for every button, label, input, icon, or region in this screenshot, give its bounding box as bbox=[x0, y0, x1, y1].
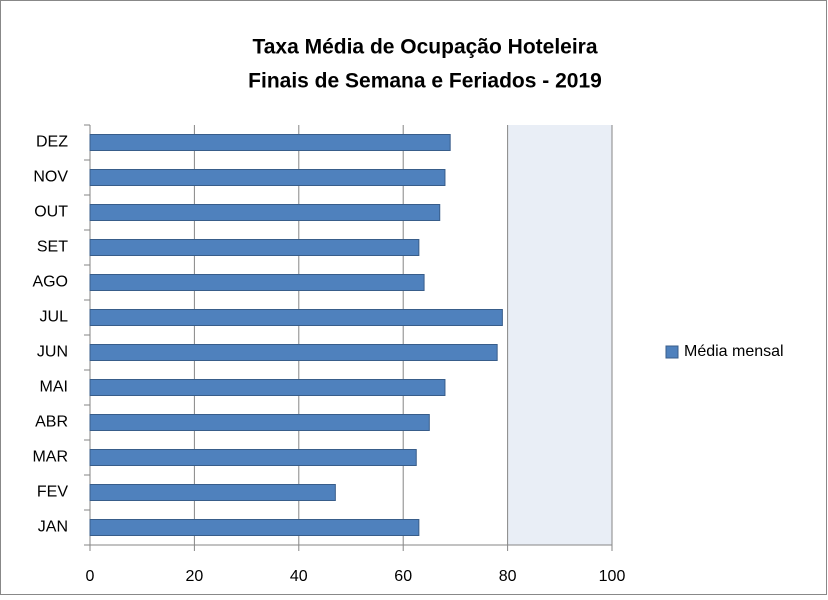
x-tick-label: 0 bbox=[86, 568, 95, 585]
bar bbox=[89, 449, 417, 466]
x-tick-label: 20 bbox=[186, 568, 204, 585]
bar bbox=[89, 414, 430, 431]
bar bbox=[89, 204, 441, 221]
chart-title: Taxa Média de Ocupação Hoteleira bbox=[252, 36, 597, 59]
y-tick-label: OUT bbox=[34, 204, 68, 221]
bar bbox=[89, 379, 446, 396]
y-tick-label: MAI bbox=[40, 379, 68, 396]
y-tick-label: JUL bbox=[40, 309, 69, 326]
x-tick-label: 60 bbox=[394, 568, 412, 585]
bar bbox=[89, 344, 498, 361]
legend-label: Média mensal bbox=[684, 343, 784, 360]
y-tick-label: AGO bbox=[32, 274, 68, 291]
x-tick-label: 40 bbox=[290, 568, 308, 585]
y-tick-label: FEV bbox=[37, 484, 68, 501]
y-tick-label: JAN bbox=[38, 519, 68, 536]
bar bbox=[89, 169, 446, 186]
plot-shade bbox=[507, 125, 612, 545]
y-tick-label: MAR bbox=[32, 449, 68, 466]
bar bbox=[89, 484, 336, 501]
bar bbox=[89, 134, 451, 151]
bar bbox=[89, 274, 425, 291]
bar bbox=[89, 309, 503, 326]
y-tick-label: DEZ bbox=[36, 134, 68, 151]
y-tick-label: NOV bbox=[33, 169, 68, 186]
x-tick-label: 80 bbox=[499, 568, 517, 585]
bar bbox=[89, 519, 420, 536]
x-tick-label: 100 bbox=[599, 568, 626, 585]
y-tick-label: JUN bbox=[37, 344, 68, 361]
bar bbox=[89, 239, 420, 256]
y-tick-label: ABR bbox=[35, 414, 68, 431]
legend-swatch bbox=[665, 345, 679, 359]
chart-subtitle: Finais de Semana e Feriados - 2019 bbox=[248, 70, 602, 93]
y-tick-label: SET bbox=[37, 239, 68, 256]
